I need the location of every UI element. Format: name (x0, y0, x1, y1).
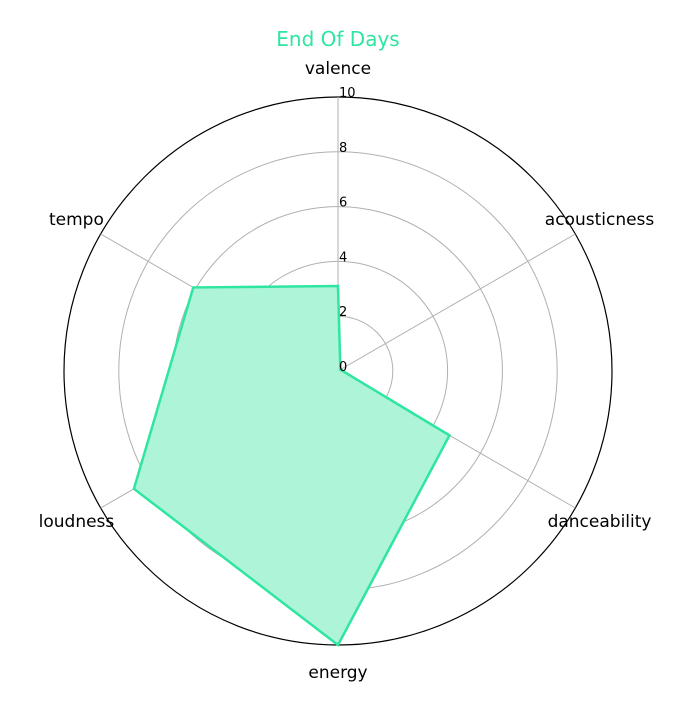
r-tick-label: 4 (339, 250, 347, 265)
r-tick-label: 0 (339, 360, 347, 375)
category-label: tempo (49, 210, 104, 230)
r-tick-label: 8 (339, 141, 347, 156)
tick-layer: 0 2 4 6 8 10 (339, 86, 356, 375)
r-tick-label: 10 (339, 86, 356, 101)
r-tick-label: 6 (339, 196, 347, 211)
category-label: energy (308, 663, 367, 683)
series-area (133, 286, 450, 645)
spoke-line (337, 233, 576, 372)
category-label: valence (305, 59, 371, 79)
series-layer (132, 284, 452, 647)
r-tick-label: 2 (339, 305, 347, 320)
category-label: loudness (39, 512, 115, 532)
chart-title: End Of Days (276, 27, 399, 51)
category-label: danceability (548, 512, 652, 532)
category-label: acousticness (545, 210, 655, 230)
label-layer: valence acousticness danceability energy lou… (39, 59, 655, 683)
